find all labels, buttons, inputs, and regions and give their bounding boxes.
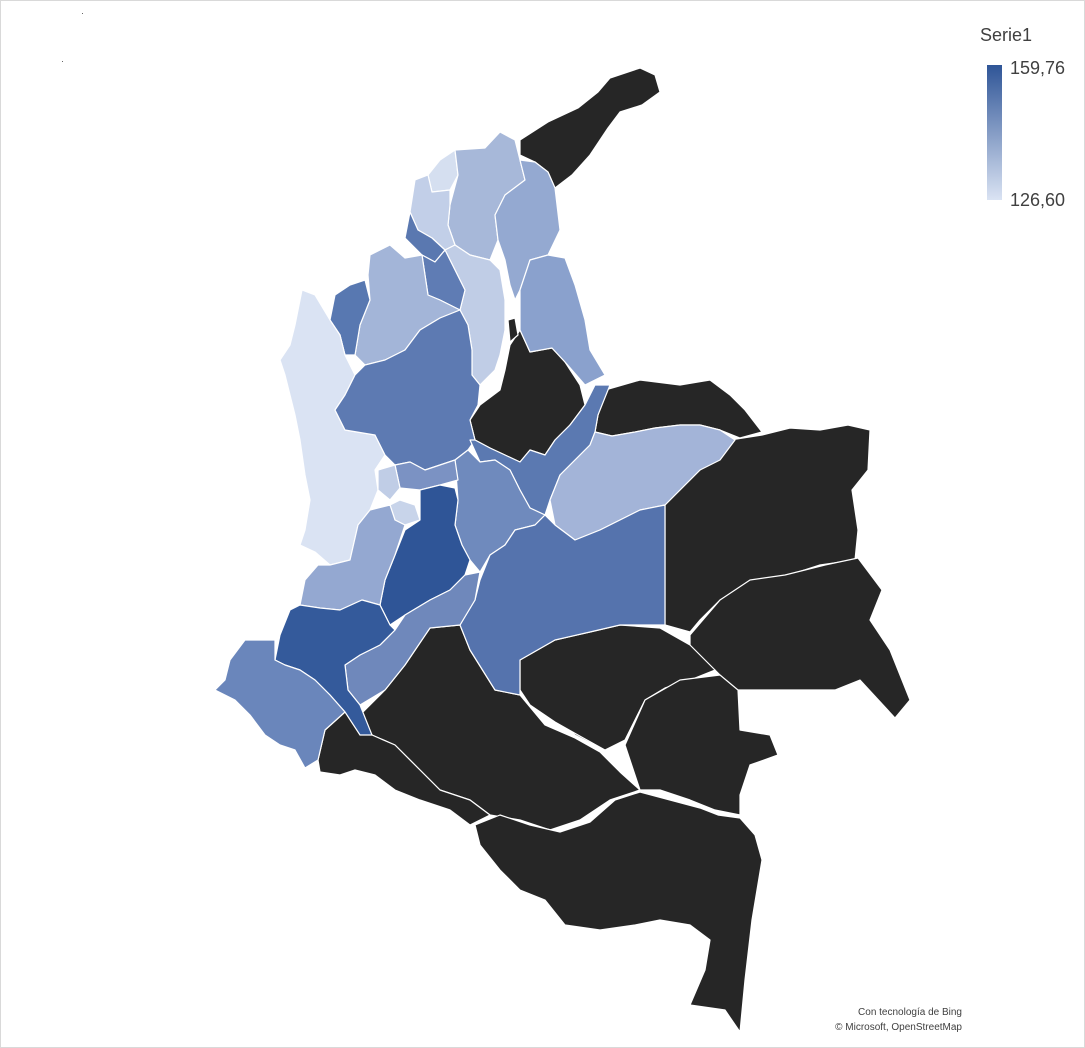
region-casanare[interactable] (549, 424, 736, 541)
region-caldas[interactable] (394, 459, 459, 491)
legend-min-label: 126,60 (1010, 190, 1066, 210)
map-attribution: Con tecnología de Bing © Microsoft, Open… (810, 1005, 962, 1035)
region-cesar[interactable] (494, 159, 561, 301)
attribution-line-bing: Con tecnología de Bing (858, 1007, 962, 1018)
legend-title: Serie1 (980, 25, 1033, 45)
stray-mark (82, 13, 83, 14)
region-antioquia[interactable] (334, 309, 481, 471)
legend-max-label: 159,76 (1010, 58, 1066, 78)
region-norte-santander[interactable] (519, 254, 606, 386)
attribution-line-osm: © Microsoft, OpenStreetMap (835, 1022, 962, 1033)
region-vichada[interactable] (664, 424, 871, 633)
legend-color-scale (987, 65, 1002, 200)
region-risaralda[interactable] (377, 464, 401, 501)
region-atlantico[interactable] (427, 149, 459, 193)
region-cesar-strip[interactable] (507, 317, 519, 343)
region-narino[interactable] (214, 639, 346, 769)
stray-mark (62, 61, 63, 62)
region-amazonas[interactable] (474, 791, 763, 1033)
region-vaupes[interactable] (624, 674, 779, 816)
